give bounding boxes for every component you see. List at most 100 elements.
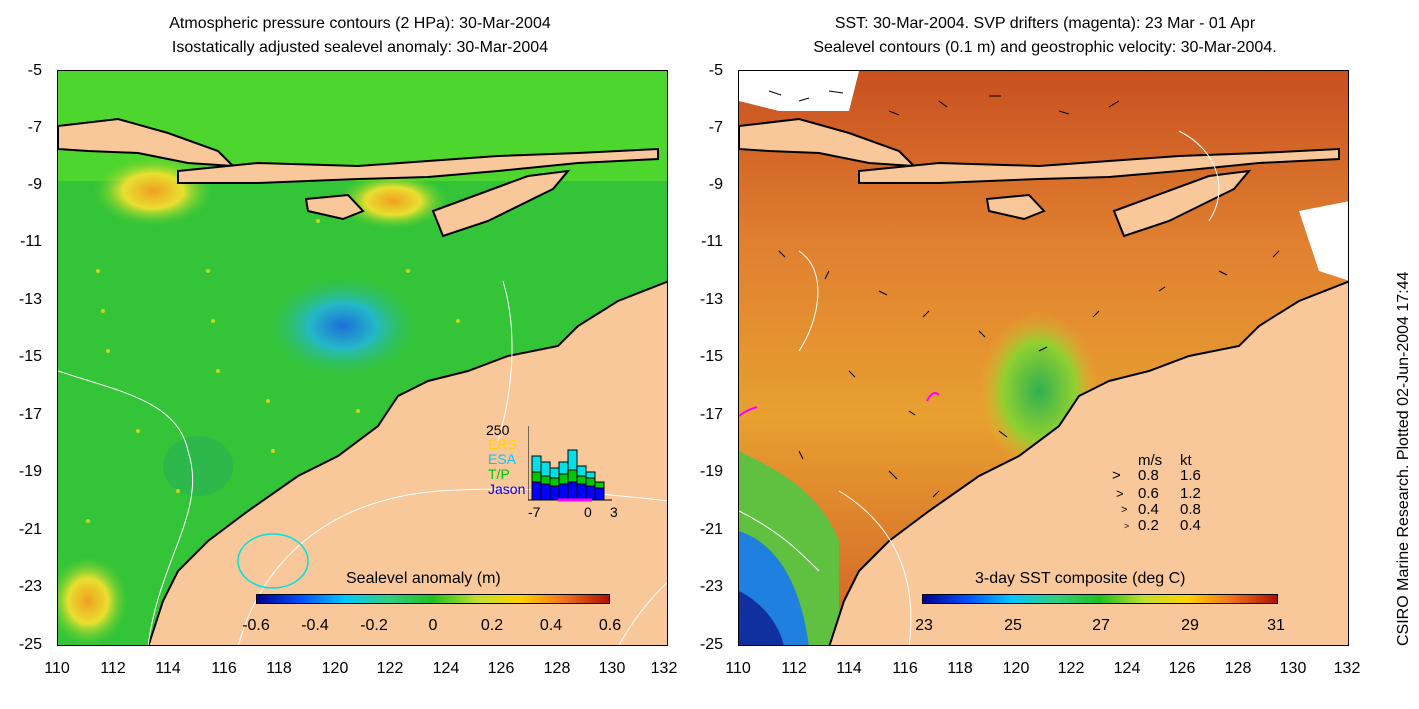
velocity-legend-ms: 0.4: [1138, 501, 1159, 518]
left-y-tick: -13: [18, 291, 42, 308]
velocity-legend-ms: 0.6: [1138, 485, 1159, 502]
sst-tick-label: 31: [1267, 617, 1285, 634]
cloud-mask: [1299, 201, 1348, 281]
sla-high-area: [93, 156, 213, 226]
right-x-tick: 122: [1057, 660, 1085, 677]
velocity-legend-kt: 0.4: [1180, 517, 1201, 534]
sealevel-colorbar: [256, 594, 610, 604]
right-title-line2: Sealevel contours (0.1 m) and geostrophi…: [813, 39, 1277, 56]
left-y-tick: -15: [18, 348, 42, 365]
velocity-legend-header-ms: m/s: [1138, 452, 1163, 469]
left-y-tick: -7: [27, 119, 42, 136]
velocity-legend-arrow-icon: >: [1112, 467, 1121, 484]
right-colorbar-title: 3-day SST composite (deg C): [975, 570, 1186, 587]
sumba-island: [304, 193, 365, 221]
left-y-tick: -17: [18, 406, 42, 423]
histogram-bars: [528, 426, 612, 502]
sst-map: [738, 70, 1349, 646]
sla-low-area: [163, 436, 233, 496]
right-title-line1: SST: 30-Mar-2004. SVP drifters (magenta)…: [834, 15, 1256, 32]
right-x-tick: 120: [1002, 660, 1030, 677]
sla-low-area: [268, 276, 418, 376]
left-x-tick: 110: [44, 660, 70, 677]
left-y-tick: -23: [18, 578, 42, 595]
sla-tick-label: -0.2: [360, 617, 388, 634]
java-island: [739, 117, 917, 168]
right-y-tick: -23: [699, 578, 723, 595]
right-y-tick: -21: [699, 521, 723, 538]
sla-high-area: [338, 173, 448, 229]
left-x-tick: 122: [376, 660, 404, 677]
sealevel-anomaly-map: [57, 70, 668, 646]
left-y-tick: -9: [27, 176, 42, 193]
velocity-legend-kt: 1.6: [1180, 467, 1201, 484]
timor-island: [431, 169, 571, 238]
anomaly-contour: [237, 533, 309, 589]
cloud-mask: [739, 71, 859, 111]
lesser-sunda-islands: [177, 147, 659, 184]
sealevel-contour: [1178, 130, 1220, 222]
left-x-tick: 124: [432, 660, 460, 677]
sealevel-map-svg: [58, 71, 667, 645]
velocity-legend-arrow-icon: >: [1116, 486, 1124, 501]
sealevel-contour: [739, 510, 820, 572]
left-y-tick: -19: [18, 463, 42, 480]
sst-map-svg: [739, 71, 1348, 645]
sla-tick-label: 0: [428, 617, 438, 634]
right-y-tick: -25: [699, 636, 723, 653]
histogram-ymax: 250: [486, 422, 510, 438]
histogram-xtick: -7: [528, 504, 541, 520]
velocity-legend-arrow-icon: >: [1121, 504, 1128, 516]
track-histogram: 250 ERS ESA T/P Jason -7 0 3: [486, 422, 626, 520]
histogram-xtick: 0: [584, 504, 592, 520]
right-x-tick: 132: [1333, 660, 1361, 677]
sst-tick-label: 29: [1181, 617, 1199, 634]
legend-tp: T/P: [488, 466, 510, 482]
sealevel-contour: [798, 250, 819, 352]
right-y-tick: -7: [708, 119, 723, 136]
velocity-legend-kt: 0.8: [1180, 501, 1201, 518]
velocity-legend-arrow-icon: >: [1124, 521, 1130, 531]
right-x-tick: 126: [1168, 660, 1196, 677]
sst-tick-label: 25: [1004, 617, 1022, 634]
left-x-tick: 112: [100, 660, 126, 677]
left-x-tick: 118: [266, 660, 292, 677]
left-y-tick: -21: [18, 521, 42, 538]
left-y-tick: -11: [20, 233, 42, 250]
australia-landmass: [147, 280, 667, 645]
lesser-sunda-islands: [858, 147, 1340, 184]
geostrophic-velocity-arrows: [768, 90, 1280, 498]
altimeter-track-dots: [86, 219, 460, 523]
histogram-xtick: 3: [610, 504, 618, 520]
sst-tick-label: 23: [915, 617, 933, 634]
sst-tick-label: 27: [1092, 617, 1110, 634]
left-x-tick: 126: [487, 660, 515, 677]
left-title-line1: Atmospheric pressure contours (2 HPa): 3…: [169, 15, 551, 32]
velocity-legend-ms: 0.8: [1138, 467, 1159, 484]
legend-esa: ESA: [488, 451, 517, 467]
right-y-tick: -19: [699, 463, 723, 480]
svp-drifter-track: [739, 406, 758, 417]
right-x-tick: 114: [836, 660, 862, 677]
left-x-tick: 128: [543, 660, 571, 677]
java-island: [58, 117, 236, 168]
sla-high-area: [58, 556, 128, 645]
velocity-legend-ms: 0.2: [1138, 517, 1159, 534]
pressure-contour: [497, 280, 513, 442]
sst-cold-area: [739, 591, 784, 645]
pressure-contour: [618, 582, 667, 645]
sla-tick-label: -0.4: [301, 617, 329, 634]
left-x-tick: 114: [155, 660, 181, 677]
right-y-tick: -5: [708, 62, 723, 79]
right-x-tick: 116: [892, 660, 918, 677]
left-x-tick: 116: [211, 660, 237, 677]
left-colorbar-title: Sealevel anomaly (m): [346, 570, 501, 587]
left-y-tick: -5: [27, 62, 42, 79]
plot-credit: CSIRO Marine Research. Plotted 02-Jun-20…: [1395, 271, 1412, 646]
svp-drifter-track: [926, 392, 940, 402]
left-x-tick: 120: [321, 660, 349, 677]
right-y-tick: -17: [699, 406, 723, 423]
right-x-tick: 112: [781, 660, 807, 677]
left-title-line2: Isostatically adjusted sealevel anomaly:…: [171, 39, 549, 56]
australia-landmass: [828, 280, 1348, 645]
